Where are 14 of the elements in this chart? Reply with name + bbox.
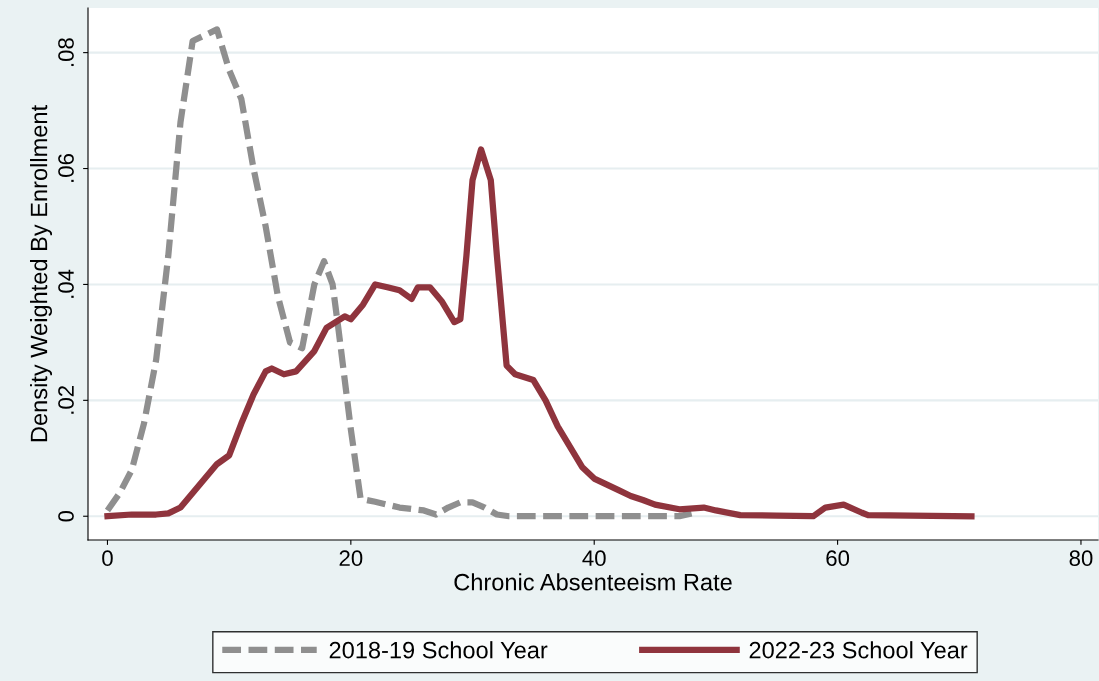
y-tick-label: .08 bbox=[58, 38, 74, 67]
x-tick-label: 60 bbox=[826, 550, 850, 567]
y-tick-label: 0 bbox=[58, 510, 74, 522]
x-tick-label: 0 bbox=[102, 550, 113, 567]
x-tick-label: 20 bbox=[339, 550, 363, 567]
legend-label: 2022-23 School Year bbox=[749, 641, 968, 659]
y-tick-label: .04 bbox=[58, 269, 74, 298]
y-axis-title: Density Weighted By Enrollment bbox=[30, 105, 53, 442]
x-tick-label: 40 bbox=[582, 550, 606, 567]
x-tick-label: 80 bbox=[1069, 550, 1093, 567]
y-tick-label: .02 bbox=[58, 386, 74, 414]
y-tick-label: .06 bbox=[58, 154, 74, 182]
x-axis-title: Chronic Absenteeism Rate bbox=[454, 573, 732, 591]
legend-label: 2018-19 School Year bbox=[329, 641, 548, 659]
